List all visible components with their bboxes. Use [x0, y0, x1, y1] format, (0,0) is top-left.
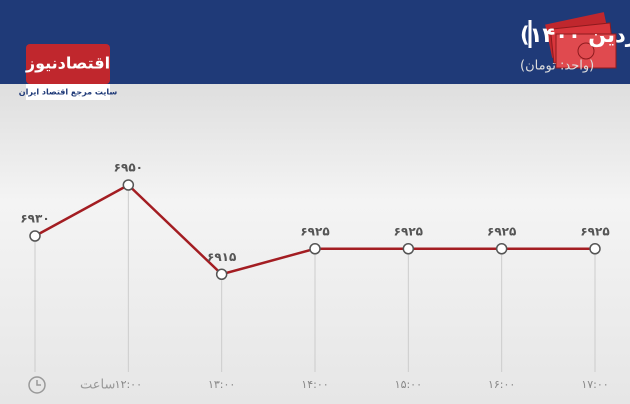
data-label: ۶۹۲۵: [580, 224, 609, 238]
clock-icon: [28, 376, 46, 394]
point: [29, 230, 41, 242]
x-tick-label: ۱۷:۰۰: [581, 378, 608, 391]
point: [402, 243, 415, 255]
x-tick-label: ۱۶:۰۰: [488, 378, 515, 391]
x-tick-label: ۱۴:۰۰: [301, 378, 328, 391]
money-icon: [545, 12, 617, 69]
point: [495, 243, 508, 255]
data-label: ۶۹۲۵: [487, 224, 516, 238]
logo: اقتصادنیوز: [25, 54, 110, 73]
x-axis-label: ساعت: [80, 378, 115, 393]
x-tick-label: ۱۳:۰۰: [208, 378, 235, 391]
point: [589, 243, 601, 255]
subtitle: (واحد: تومان): [520, 59, 594, 74]
tagline-box: [26, 84, 110, 100]
data-label: ۶۹۱۵: [207, 250, 236, 264]
tagline: سایت مرجع اقتصاد ایران: [19, 88, 118, 97]
data-label: ۶۹۵۰: [114, 161, 143, 175]
data-label: ۶۹۲۵: [394, 224, 423, 238]
logo-box: [26, 44, 110, 84]
data-label: ۶۹۳۰: [20, 212, 49, 226]
point: [122, 179, 135, 191]
point: [309, 243, 321, 255]
x-tick-label: ۱۵:۰۰: [395, 378, 422, 391]
x-tick-label: ۱۲:۰۰: [115, 378, 142, 391]
title: روند بهای درهم (چهارشنبه ۱۸ فروردین ۱۴۰۰…: [520, 23, 630, 47]
point: [215, 268, 228, 280]
data-label: ۶۹۲۵: [300, 224, 329, 238]
